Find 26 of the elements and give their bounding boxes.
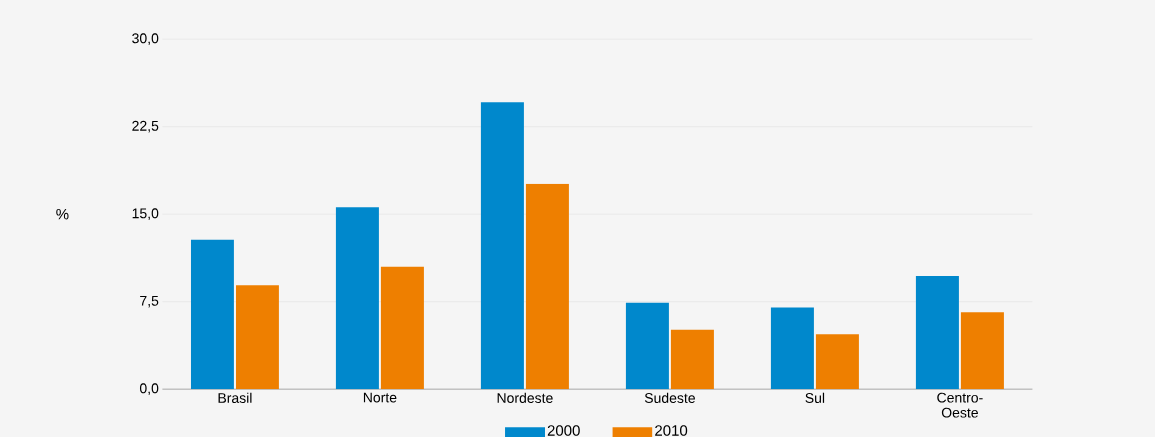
bar xyxy=(480,102,524,390)
bar xyxy=(190,239,234,390)
y-tick-label: 22,5 xyxy=(132,120,159,133)
x-tick-label: Sudeste xyxy=(644,392,695,403)
y-tick-label: 15,0 xyxy=(132,208,159,220)
x-tick-label: Nordeste xyxy=(497,392,553,403)
bar xyxy=(335,207,379,390)
x-tick-label: Brasil xyxy=(218,392,252,403)
y-tick-label: 7,5 xyxy=(140,295,159,308)
bar xyxy=(770,307,814,390)
bar xyxy=(235,285,279,390)
bar xyxy=(670,329,714,390)
legend-label: 2010 xyxy=(655,425,688,436)
legend-label: 2000 xyxy=(547,425,580,436)
y-tick-label: 0,0 xyxy=(139,383,159,395)
bar xyxy=(625,302,669,390)
x-tick-label: Centro-Oeste xyxy=(937,392,983,418)
x-tick-label: Sul xyxy=(805,392,825,403)
y-tick-label: 30,0 xyxy=(132,33,159,45)
bar xyxy=(915,276,959,390)
bar xyxy=(525,183,569,390)
y-axis-title: % xyxy=(56,208,69,220)
bar xyxy=(815,334,859,390)
bar xyxy=(380,266,424,390)
x-tick-label: Norte xyxy=(363,392,397,403)
bar xyxy=(960,312,1004,390)
